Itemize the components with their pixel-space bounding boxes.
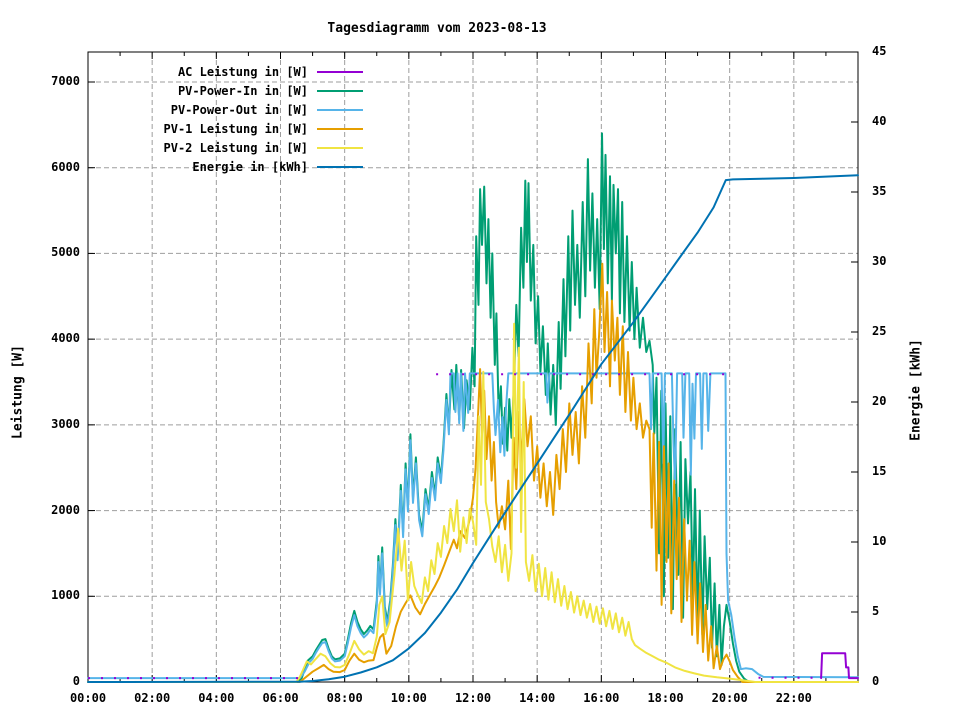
- right-tick-label: 40: [872, 114, 887, 128]
- x-tick-label: 20:00: [711, 691, 748, 705]
- legend-line-sample: [317, 165, 363, 168]
- right-tick-label: 30: [872, 254, 887, 268]
- right-tick-label: 35: [872, 184, 887, 198]
- series-pv-1-leistung-in-w-: [87, 262, 859, 683]
- left-tick-label: 5000: [51, 245, 80, 260]
- legend-label: PV-2 Leistung in [W]: [163, 140, 309, 155]
- legend-item: AC Leistung in [W]: [66, 62, 363, 81]
- x-tick-label: 08:00: [326, 691, 363, 705]
- x-tick-label: 06:00: [262, 691, 299, 705]
- left-tick-label: 1000: [51, 588, 80, 603]
- legend-item: PV-Power-Out in [W]: [66, 100, 363, 119]
- x-tick-label: 02:00: [134, 691, 171, 705]
- left-tick-label: 2000: [51, 502, 80, 517]
- x-tick-label: 18:00: [647, 691, 684, 705]
- left-tick-label: 0: [72, 674, 80, 688]
- legend: AC Leistung in [W] PV-Power-In in [W] PV…: [66, 62, 363, 176]
- right-axis-title: Energie [kWh]: [908, 339, 924, 441]
- x-tick-label: 12:00: [454, 691, 492, 705]
- x-tick-label: 10:00: [390, 691, 427, 705]
- right-tick-label: 15: [872, 464, 887, 478]
- legend-line-sample: [317, 108, 363, 111]
- left-tick-label: 4000: [51, 331, 80, 346]
- right-tick-label: 10: [872, 534, 887, 548]
- legend-item: PV-2 Leistung in [W]: [66, 138, 363, 157]
- series-pv-power-out-in-w-: [87, 372, 859, 680]
- x-tick-label: 00:00: [69, 691, 107, 705]
- legend-label: PV-1 Leistung in [W]: [163, 121, 309, 136]
- right-tick-label: 5: [872, 604, 880, 618]
- legend-line-sample: [317, 70, 363, 73]
- x-tick-label: 04:00: [198, 691, 235, 705]
- right-tick-label: 45: [872, 44, 887, 58]
- right-tick-label: 20: [872, 394, 887, 408]
- left-tick-label: 3000: [51, 416, 80, 431]
- legend-item: PV-1 Leistung in [W]: [66, 119, 363, 138]
- right-tick-label: 25: [872, 324, 887, 338]
- legend-line-sample: [317, 127, 363, 130]
- legend-label: PV-Power-In in [W]: [177, 83, 308, 98]
- left-tick-label: 7000: [51, 74, 80, 88]
- legend-label: Energie in [kWh]: [192, 159, 308, 174]
- legend-item: PV-Power-In in [W]: [66, 81, 363, 100]
- chart-title: Tagesdiagramm vom 2023-08-13: [327, 21, 547, 36]
- legend-line-sample: [317, 89, 363, 92]
- left-tick-label: 6000: [51, 159, 80, 174]
- series-energie-in-kwh-: [87, 174, 859, 683]
- x-tick-label: 14:00: [519, 691, 556, 705]
- right-tick-label: 0: [872, 674, 880, 688]
- legend-label: AC Leistung in [W]: [177, 64, 308, 79]
- legend-line-sample: [317, 146, 363, 149]
- x-tick-label: 16:00: [583, 691, 620, 705]
- legend-item: Energie in [kWh]: [66, 157, 363, 176]
- series-ac-leistung-in-w-: [820, 652, 859, 680]
- legend-label: PV-Power-Out in [W]: [170, 102, 308, 117]
- series-pv-2-leistung-in-w-: [87, 322, 859, 683]
- x-tick-label: 22:00: [775, 691, 812, 705]
